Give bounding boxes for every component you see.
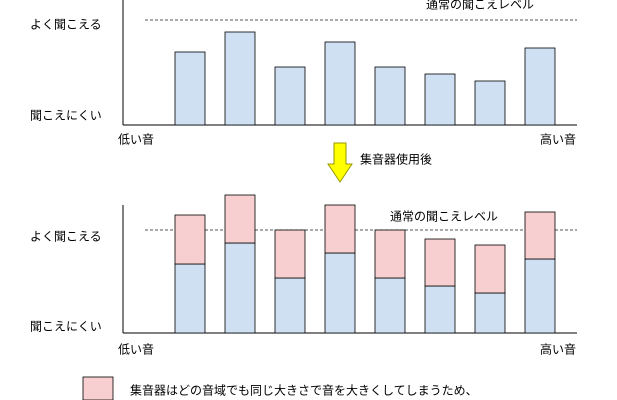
legend-swatch [82, 376, 114, 400]
after-chart: 通常の聞こえレベル よく聞こえる 聞こえにくい 低い音 高い音 [30, 194, 577, 357]
bar [524, 258, 556, 334]
boost [524, 211, 556, 260]
poor-label: 聞こえにくい [30, 109, 102, 123]
bar [474, 80, 506, 126]
arrow [327, 142, 353, 183]
boost [424, 238, 456, 287]
boost [224, 194, 256, 244]
bar [174, 51, 206, 126]
legend-text: 集音器はどの音域でも同じ大きさで音を大きくしてしまうため、 [130, 383, 478, 398]
bar [474, 292, 506, 334]
bar [374, 277, 406, 334]
poor-label: 聞こえにくい [30, 320, 102, 334]
good-label: よく聞こえる [30, 18, 102, 32]
bar [424, 73, 456, 126]
bar [224, 31, 256, 126]
bar [424, 285, 456, 334]
high-label: 高い音 [540, 132, 576, 147]
boost [324, 204, 356, 254]
boost [474, 244, 506, 294]
arrow-label: 集音器使用後 [360, 152, 432, 167]
boost [274, 229, 306, 279]
low-label: 低い音 [118, 342, 154, 357]
bar [374, 66, 406, 126]
good-label: よく聞こえる [30, 230, 102, 244]
level-label: 通常の聞こえレベル [426, 0, 534, 12]
bar [324, 41, 356, 126]
bar [274, 66, 306, 126]
bar [174, 263, 206, 334]
high-label: 高い音 [540, 342, 576, 357]
bar [524, 47, 556, 126]
low-label: 低い音 [118, 132, 154, 147]
boost [374, 229, 406, 279]
bar [224, 242, 256, 334]
before-chart: 通常の聞こえレベル よく聞こえる 聞こえにくい 低い音 高い音 [30, 0, 577, 147]
bar [324, 252, 356, 334]
boost [174, 214, 206, 265]
level-label: 通常の聞こえレベル [390, 210, 498, 224]
bar [274, 277, 306, 334]
